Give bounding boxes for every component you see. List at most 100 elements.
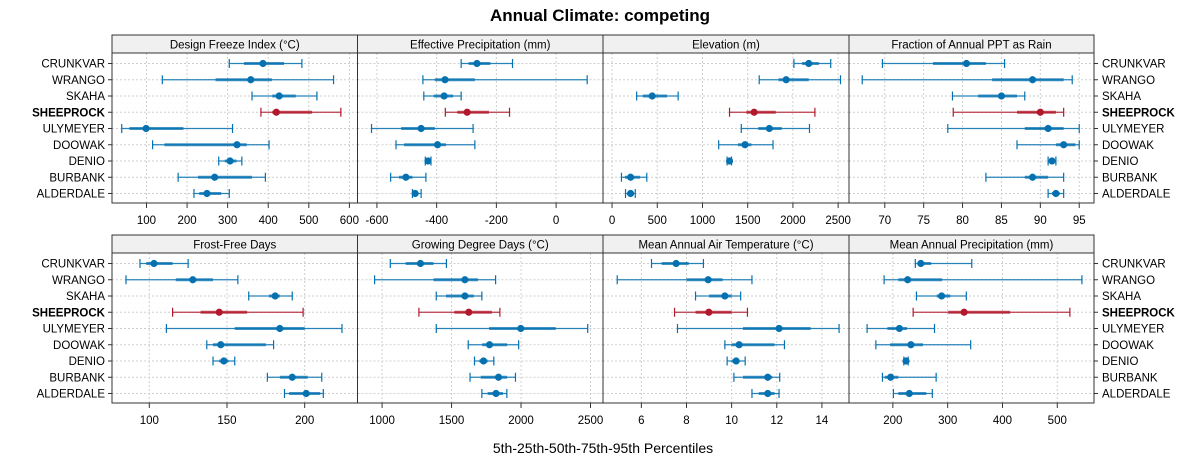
x-tick-label: 95 [1073, 215, 1086, 227]
site-interval [673, 307, 749, 317]
site-interval [1047, 189, 1065, 198]
median-point [805, 59, 813, 68]
site-interval [624, 189, 636, 198]
median-point [479, 357, 488, 365]
site-label-right: WRANGO [1102, 275, 1155, 287]
median-point [1028, 76, 1037, 84]
x-tick-label: 1000 [369, 415, 395, 427]
site-label-right: CRUNKVAR [1102, 59, 1166, 71]
panel-1: Effective Precipitation (mm) -600 -400 -200… [357, 34, 604, 227]
site-label-right: DOOWAK [1102, 140, 1154, 152]
median-point [725, 157, 734, 165]
x-tick-label: 0 [553, 215, 559, 227]
median-point [960, 308, 968, 316]
x-tick-label: 400 [993, 415, 1012, 427]
x-tick-label: -600 [365, 215, 388, 227]
median-point [259, 59, 267, 68]
site-label-right: SHEEPROCK [1102, 107, 1176, 119]
median-point [1028, 173, 1037, 181]
median-point [211, 173, 219, 181]
site-label-left: ALDERDALE [37, 189, 106, 201]
site-interval [912, 307, 1071, 317]
x-tick-label: 14 [816, 415, 829, 427]
median-point [271, 292, 279, 300]
site-interval [473, 356, 495, 366]
median-point [215, 308, 223, 316]
x-tick-label: 0 [609, 215, 615, 227]
median-point [962, 59, 971, 68]
median-point [150, 259, 158, 268]
site-label-left: DENIO [69, 156, 105, 168]
site-interval [793, 59, 832, 68]
site-interval [139, 259, 189, 268]
site-interval [758, 75, 842, 85]
panel-title: Mean Annual Precipitation (mm) [890, 240, 1054, 252]
site-label-right: SKAHA [1102, 291, 1141, 303]
x-tick-label: 6 [638, 415, 644, 427]
panel-3: Fraction of Annual PPT as Rain 70 75 80 85 90… [848, 34, 1095, 227]
site-interval [1016, 140, 1080, 150]
median-point [217, 341, 225, 349]
site-label-left: DOOWAK [53, 340, 105, 352]
site-interval [423, 91, 462, 101]
site-label-left: ALDERDALE [37, 389, 106, 401]
x-tick-label: 1000 [690, 215, 716, 227]
site-interval [460, 59, 514, 68]
panel-title: Growing Degree Days (°C) [412, 240, 549, 252]
site-interval [883, 275, 1083, 285]
site-interval [1047, 156, 1057, 166]
x-tick-label: 8 [683, 415, 689, 427]
site-interval [125, 275, 239, 285]
site-interval [620, 172, 648, 182]
panel-6: Mean Annual Air Temperature (°C) 6 8 10 12 14 [602, 234, 850, 427]
site-label-right: ALDERDALE [1102, 389, 1171, 401]
site-interval [283, 389, 324, 398]
site-interval [985, 172, 1065, 182]
panel-title: Mean Annual Air Temperature (°C) [638, 240, 813, 252]
site-label-right: ULYMEYER [1102, 124, 1164, 136]
site-label-left: BURBANK [49, 372, 105, 384]
site-label-right: DENIO [1102, 156, 1138, 168]
site-label-left: WRANGO [52, 75, 105, 87]
median-point [272, 108, 280, 116]
site-interval [151, 140, 270, 150]
site-label-left: ULYMEYER [43, 324, 105, 336]
median-point [494, 373, 503, 381]
site-interval [914, 259, 973, 268]
site-interval [161, 75, 335, 85]
site-interval [444, 107, 511, 117]
site-interval [248, 291, 293, 301]
median-point [440, 92, 448, 100]
median-point [887, 373, 895, 381]
x-tick-label: 100 [140, 415, 159, 427]
median-point [492, 389, 500, 398]
median-point [672, 259, 680, 268]
site-interval [206, 340, 275, 350]
site-interval [915, 291, 967, 301]
median-point [938, 292, 946, 300]
site-label-left: SHEEPROCK [32, 307, 106, 319]
site-label-left: SKAHA [66, 91, 105, 103]
site-interval [751, 389, 780, 398]
site-label-right: BURBANK [1102, 372, 1158, 384]
site-interval [251, 91, 318, 101]
x-tick-label: 100 [137, 215, 156, 227]
median-point [1060, 141, 1068, 149]
median-point [411, 189, 419, 198]
site-interval [390, 172, 427, 182]
median-point [247, 76, 255, 84]
site-label-left: WRANGO [52, 275, 105, 287]
panel-2: Elevation (m) 0 500 1000 1500 2000 2500 [602, 34, 851, 227]
site-label-right: SKAHA [1102, 91, 1141, 103]
x-tick-label: 80 [956, 215, 969, 227]
median-point [764, 373, 772, 381]
site-interval [694, 291, 742, 301]
site-interval [422, 75, 588, 85]
site-interval [740, 124, 811, 133]
site-interval [636, 91, 679, 101]
median-point [907, 341, 915, 349]
site-interval [171, 307, 304, 317]
panel-title: Fraction of Annual PPT as Rain [891, 40, 1051, 52]
site-interval [725, 156, 734, 166]
